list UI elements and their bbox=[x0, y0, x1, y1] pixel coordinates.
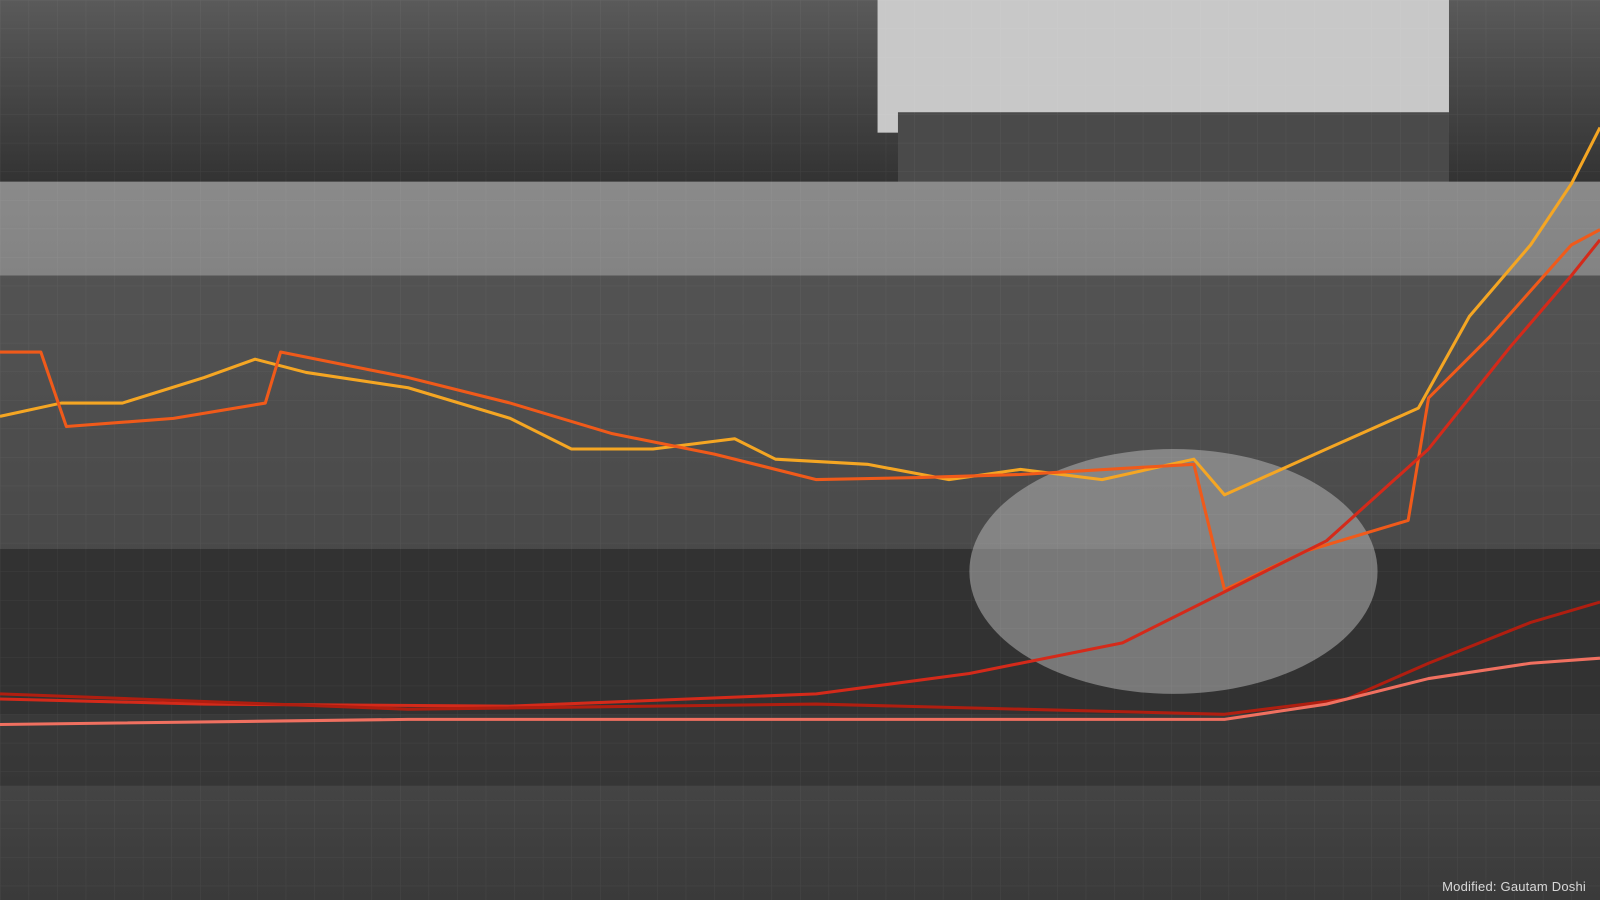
trend-line bbox=[0, 656, 1600, 727]
trend-line bbox=[0, 126, 1600, 497]
trend-line bbox=[0, 238, 1600, 708]
trend-line bbox=[0, 600, 1600, 716]
trend-lines bbox=[0, 126, 1600, 727]
trend-line bbox=[0, 228, 1600, 592]
photo-credit: Modified: Gautam Doshi bbox=[1442, 879, 1586, 894]
